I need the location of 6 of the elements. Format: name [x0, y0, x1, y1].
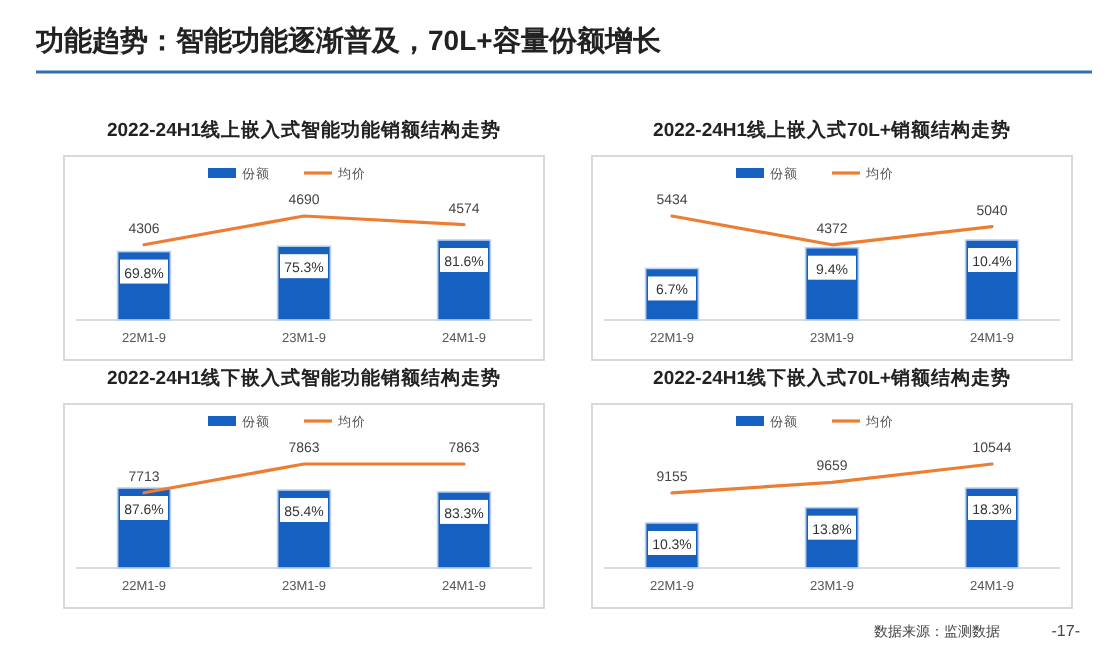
chart-title: 2022-24H1线下嵌入式智能功能销额结构走势	[106, 366, 502, 390]
chart-title: 2022-24H1线上嵌入式智能功能销额结构走势	[106, 118, 502, 142]
text: 功能趋势：智能功能逐渐普及，70L+容量份额增长	[34, 24, 663, 56]
chart-title: 2022-24H1线下嵌入式70L+销额结构走势	[653, 366, 1011, 390]
chart-title: 2022-24H1线上嵌入式70L+销额结构走势	[653, 118, 1011, 142]
text: -17-	[1051, 622, 1081, 640]
